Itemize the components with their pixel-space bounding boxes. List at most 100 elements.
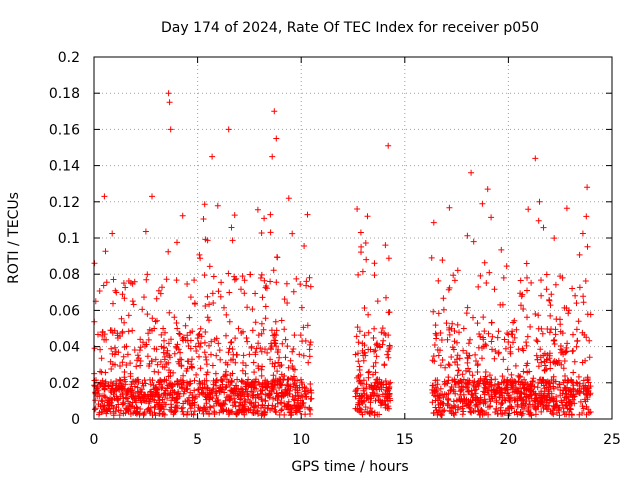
data-point (306, 274, 313, 281)
data-point (437, 330, 444, 336)
data-point (562, 377, 568, 383)
data-point (556, 412, 563, 419)
data-point (215, 397, 222, 403)
data-point (114, 396, 121, 403)
data-point (387, 379, 394, 386)
data-point (196, 378, 203, 385)
data-point (290, 288, 297, 295)
data-point (360, 385, 367, 392)
data-point (503, 407, 509, 414)
data-point (289, 376, 296, 383)
data-point (269, 380, 276, 387)
data-point (259, 383, 265, 390)
data-point (511, 409, 518, 416)
data-point (110, 412, 117, 419)
data-point (254, 206, 261, 213)
data-point (568, 411, 575, 418)
data-point (173, 396, 180, 403)
data-point (109, 230, 116, 237)
data-point (446, 331, 453, 338)
data-point (381, 362, 388, 369)
data-point (210, 403, 217, 409)
data-point (520, 368, 527, 375)
data-point (287, 357, 294, 364)
data-point (122, 284, 129, 291)
data-point (258, 390, 265, 397)
data-point (580, 299, 587, 306)
data-point (151, 325, 158, 332)
data-point (443, 380, 449, 387)
data-point (493, 405, 500, 412)
data-point (535, 312, 542, 319)
data-point (275, 359, 282, 366)
data-point (258, 330, 265, 337)
data-points (91, 90, 594, 419)
data-point (247, 271, 254, 278)
data-point (246, 351, 253, 358)
data-point (140, 339, 146, 346)
data-point (207, 404, 214, 411)
data-point (452, 359, 458, 366)
data-point (262, 284, 269, 291)
data-point (231, 276, 238, 283)
data-point (182, 398, 189, 405)
data-point (580, 293, 587, 300)
data-point (518, 379, 525, 386)
data-point (157, 358, 164, 365)
data-point (467, 408, 474, 415)
data-point (187, 378, 194, 385)
data-point (221, 304, 227, 311)
data-point (570, 369, 577, 376)
data-point (216, 347, 223, 354)
data-point (456, 396, 463, 403)
data-point (455, 404, 462, 411)
data-point (302, 337, 309, 344)
data-point (499, 400, 506, 406)
data-point (353, 387, 360, 393)
data-point (448, 325, 455, 332)
data-point (552, 281, 559, 288)
data-point (499, 410, 506, 417)
data-point (295, 404, 301, 410)
data-point (295, 393, 302, 400)
data-point (460, 347, 467, 354)
data-point (380, 337, 387, 344)
data-point (533, 337, 540, 344)
data-point (118, 315, 125, 322)
data-point (209, 153, 216, 160)
data-point (148, 388, 155, 395)
data-point (173, 320, 180, 326)
data-point (155, 369, 162, 376)
data-point (583, 334, 590, 341)
data-point (290, 381, 297, 388)
data-point (469, 372, 476, 379)
data-point (524, 360, 531, 367)
data-point (474, 369, 481, 375)
data-point (300, 352, 307, 359)
data-point (535, 379, 542, 386)
data-point (251, 404, 258, 411)
data-point (364, 213, 371, 220)
data-point (91, 406, 98, 413)
data-point (485, 404, 491, 411)
data-point (191, 300, 198, 307)
data-point (538, 394, 545, 401)
data-point (508, 384, 515, 391)
data-point (243, 383, 250, 390)
data-point (151, 404, 158, 411)
data-point (101, 336, 108, 343)
data-point (547, 365, 554, 372)
data-point (215, 340, 222, 347)
data-point (147, 389, 153, 395)
data-point (119, 359, 126, 366)
y-tick-label: 0.04 (49, 340, 80, 356)
data-point (553, 393, 560, 400)
data-point (361, 332, 368, 339)
data-point (258, 348, 265, 355)
data-point (134, 405, 141, 412)
data-point (505, 394, 512, 401)
data-point (531, 403, 538, 410)
data-point (197, 365, 204, 372)
data-point (152, 318, 159, 325)
data-point (270, 372, 277, 379)
